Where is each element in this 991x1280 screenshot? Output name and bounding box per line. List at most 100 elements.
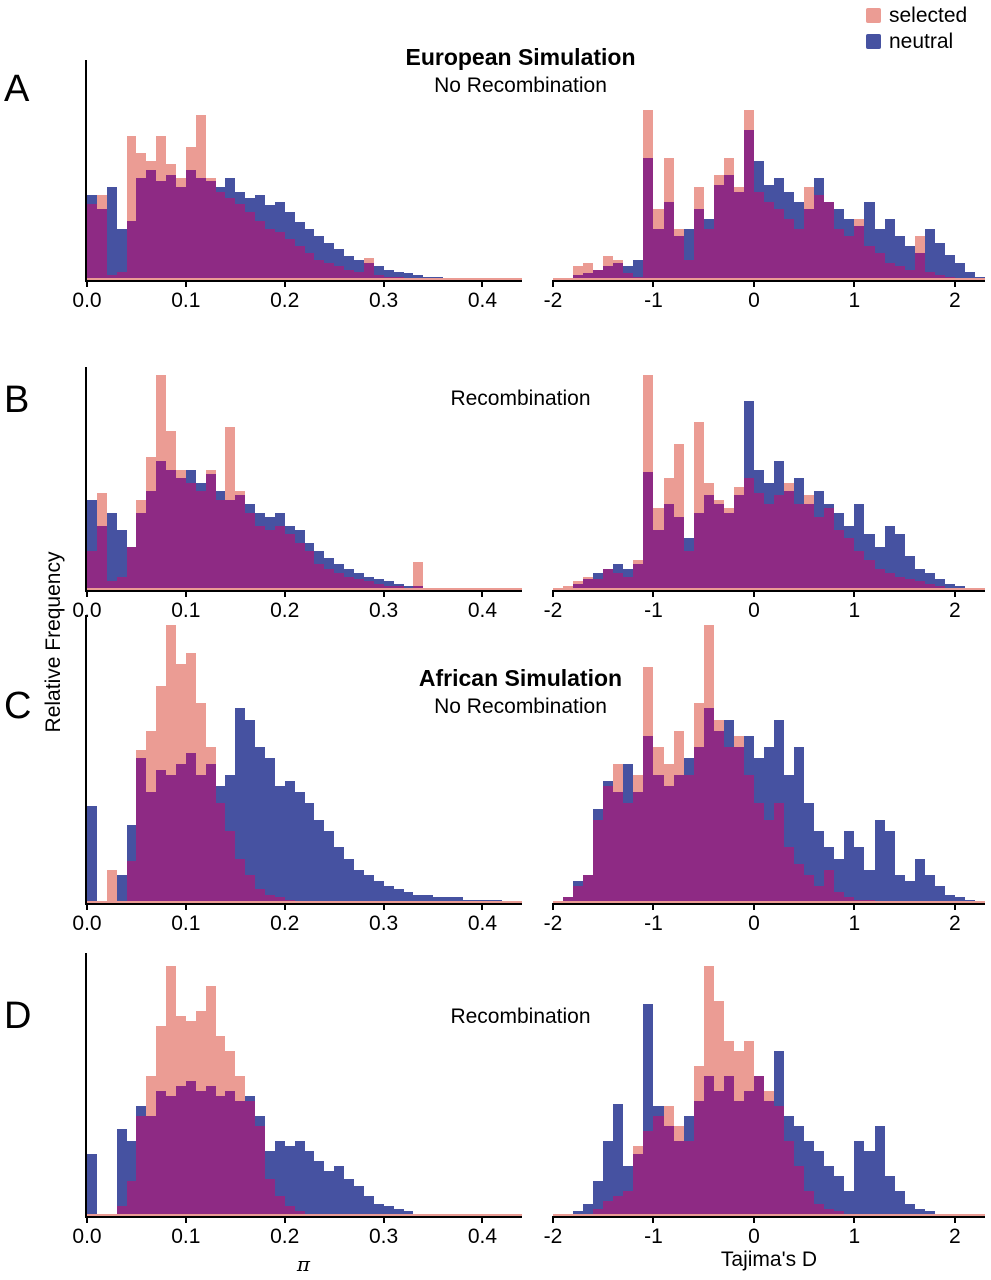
bar-segment-overlap — [324, 568, 335, 590]
histogram-bin — [864, 966, 875, 1216]
histogram-bin — [824, 625, 835, 903]
bar-segment-neutral — [354, 259, 364, 272]
bar-segment-selected — [723, 157, 734, 175]
histogram-bin — [743, 625, 754, 903]
bar-segment-selected — [743, 110, 754, 131]
bar-segment-neutral — [274, 1141, 285, 1196]
histogram-bin — [334, 375, 345, 590]
bar-segment-overlap — [603, 786, 614, 903]
bar-segment-neutral — [914, 568, 925, 582]
histogram-bin — [763, 375, 775, 590]
histogram-bin — [166, 966, 177, 1216]
x-tick — [552, 1216, 554, 1223]
histogram-bin — [452, 625, 463, 903]
x-tick-label: 0.3 — [368, 912, 399, 935]
bar-segment-neutral — [643, 1003, 654, 1131]
bar-segment-selected — [643, 375, 654, 472]
bar-segment-overlap — [265, 1178, 275, 1216]
bar-segment-overlap — [603, 1201, 614, 1216]
bar-segment-neutral — [433, 897, 444, 903]
bar-segment-neutral — [613, 1103, 624, 1196]
histogram-bin — [393, 625, 404, 903]
histogram-bin — [255, 110, 266, 280]
bar-segment-neutral — [344, 256, 355, 270]
histogram-bin — [215, 375, 226, 590]
bar-segment-overlap — [924, 271, 935, 280]
bar-segment-overlap — [284, 1206, 295, 1216]
bar-segment-neutral — [274, 512, 285, 526]
bar-segment-overlap — [683, 551, 694, 590]
histogram-bin — [185, 966, 196, 1216]
histogram-bin — [156, 375, 167, 590]
bar-segment-overlap — [274, 897, 285, 903]
bar-segment-selected — [573, 266, 584, 275]
histogram-bin — [195, 966, 206, 1216]
histogram-bin — [126, 625, 137, 903]
x-tick — [382, 280, 385, 287]
histogram-bin — [974, 110, 986, 280]
histogram-bin — [824, 375, 835, 590]
histogram-bin — [462, 110, 473, 280]
bar-segment-overlap — [673, 1141, 684, 1216]
bar-segment-selected — [166, 430, 177, 470]
bar-segment-overlap — [824, 1208, 835, 1216]
bar-segment-neutral — [904, 246, 915, 270]
bar-segment-neutral — [314, 819, 325, 903]
bar-segment-overlap — [683, 259, 694, 280]
bar-segment-neutral — [834, 858, 845, 892]
bar-segment-overlap — [753, 1076, 764, 1216]
histogram-bin — [284, 110, 295, 280]
histogram-bin — [693, 966, 704, 1216]
bar-segment-overlap — [185, 482, 196, 590]
histogram-bin — [643, 375, 654, 590]
histogram-bin — [914, 625, 925, 903]
bar-segment-overlap — [623, 273, 634, 280]
bar-segment-overlap — [784, 491, 795, 590]
bar-segment-selected — [195, 115, 206, 178]
histogram-bin — [864, 375, 875, 590]
histogram-bin — [245, 375, 256, 590]
bar-segment-neutral — [683, 1116, 694, 1141]
bar-segment-overlap — [284, 239, 295, 280]
bar-segment-overlap — [87, 203, 97, 280]
histogram-bin — [573, 625, 584, 903]
bar-segment-selected — [146, 161, 157, 170]
bar-segment-overlap — [373, 583, 384, 590]
bar-segment-neutral — [423, 894, 434, 903]
histogram-bin — [126, 110, 137, 280]
bar-segment-selected — [733, 1051, 744, 1101]
bar-segment-selected — [235, 1076, 246, 1101]
histogram-bin — [433, 625, 444, 903]
bar-segment-selected — [663, 478, 674, 504]
bar-segment-overlap — [166, 775, 177, 903]
histogram-bin — [553, 110, 563, 280]
bar-segment-overlap — [763, 201, 775, 280]
bar-segment-overlap — [794, 1166, 805, 1216]
histogram-bin — [713, 625, 724, 903]
bar-segment-neutral — [884, 525, 895, 573]
bar-segment-neutral — [774, 178, 785, 209]
histogram-bin — [944, 110, 955, 280]
bar-segment-selected — [613, 259, 624, 263]
x-tick — [184, 903, 187, 910]
histogram-bin — [723, 625, 734, 903]
x-axis: 0.0 0.1 0.2 0.3 0.4 — [72, 903, 522, 941]
histogram-bin — [854, 966, 865, 1216]
bar-segment-neutral — [844, 525, 855, 539]
histogram-bin — [573, 966, 584, 1216]
bar-segment-selected — [166, 625, 177, 776]
bar-segment-overlap — [334, 266, 345, 280]
histogram-bin — [914, 966, 925, 1216]
bar-segment-selected — [673, 1126, 684, 1141]
bars-area — [87, 625, 522, 903]
histogram-panel-d-pi: 0.0 0.1 0.2 0.3 0.4 — [72, 953, 522, 1248]
bar-segment-neutral — [573, 1211, 584, 1216]
bar-segment-selected — [156, 1026, 167, 1091]
histogram-bin — [334, 110, 345, 280]
bar-segment-overlap — [633, 564, 644, 590]
bar-segment-neutral — [824, 504, 835, 509]
histogram-bin — [493, 110, 503, 280]
bar-segment-overlap — [663, 786, 674, 903]
histogram-bin — [964, 110, 975, 280]
histogram-bin — [824, 110, 835, 280]
